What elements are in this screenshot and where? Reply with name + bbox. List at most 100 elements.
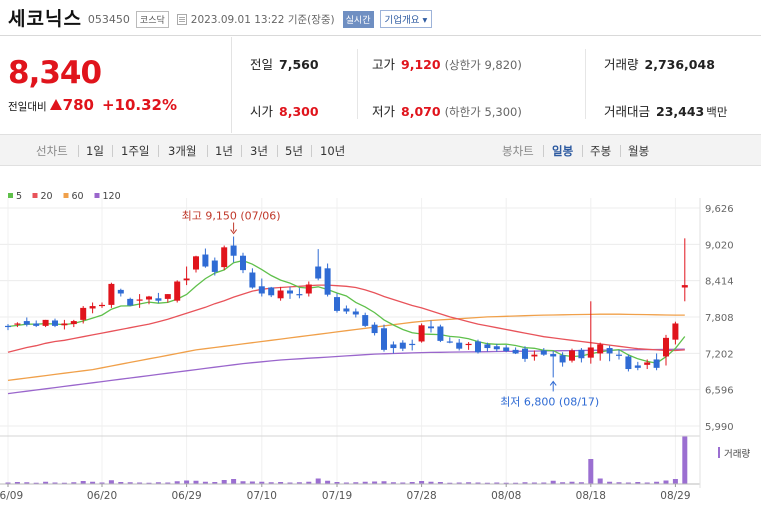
candle-body: [334, 297, 340, 311]
tab-candle-chart[interactable]: 봉차트: [502, 144, 534, 158]
tab-candle-monthly[interactable]: 월봉: [628, 144, 650, 158]
tab-period-3y[interactable]: 3년: [250, 144, 268, 158]
y-tick-label: 9,626: [705, 204, 734, 215]
x-tick-label: 06/29: [171, 490, 201, 502]
volume-bar: [212, 482, 218, 484]
tab-period-1d[interactable]: 1일: [86, 144, 104, 158]
chart-axes: 9,626 9,020 8,414 7,808 7,202 6,596 5,990 거래량 06…: [0, 198, 750, 502]
company-info-dropdown[interactable]: 기업개요 ▾: [379, 10, 433, 28]
candle-body: [634, 365, 641, 368]
candle-body: [456, 342, 463, 349]
realtime-button[interactable]: 실시간: [342, 10, 374, 28]
candle-body: [296, 294, 303, 296]
candle-body: [146, 296, 152, 300]
chart-tab-bar: 선차트 1일 1주일 3개월 1년 3년 5년 10년 봉차트 일봉 주봉 월봉: [0, 134, 761, 166]
tab-candle-daily[interactable]: 일봉: [552, 144, 574, 158]
candle-body: [663, 337, 669, 357]
candle-body: [550, 354, 557, 357]
tab-period-5y[interactable]: 5년: [285, 144, 303, 158]
tab-line-chart[interactable]: 선차트: [36, 144, 68, 158]
tab-candle-weekly[interactable]: 주봉: [590, 144, 612, 158]
candle-body: [211, 260, 218, 272]
candle-body: [531, 354, 538, 357]
up-triangle-icon: [49, 99, 62, 110]
change-value: 780: [62, 96, 94, 114]
volume-bar: [287, 482, 293, 484]
volume-bar: [607, 481, 613, 484]
stat-volume: 거래량 2,736,048: [604, 54, 715, 73]
candle-body: [70, 321, 77, 325]
candle-body: [268, 287, 275, 296]
volume-bar: [165, 482, 171, 484]
volume-bar: [259, 481, 265, 484]
candle-body: [465, 343, 472, 346]
candle-body: [428, 326, 434, 329]
candle-body: [512, 349, 519, 354]
stat-amount: 거래대금 23,443 백만: [604, 101, 727, 120]
volume-bar: [108, 480, 114, 484]
volume-bar: [296, 482, 302, 484]
candle-body: [117, 289, 124, 294]
stat-unit: 백만: [706, 105, 728, 119]
company-info-label: 기업개요: [384, 15, 420, 26]
volume-bar: [306, 481, 312, 484]
market-badge: 코스닥: [135, 10, 169, 28]
volume-bar: [475, 482, 481, 484]
stock-name: 세코닉스: [8, 8, 82, 30]
stat-sub: (하한가 5,300): [444, 105, 522, 119]
stock-stats: 전일 7,560 시가 8,300 고가 9,120 (상한가 9,820) 저…: [233, 37, 761, 133]
volume-bar: [447, 482, 453, 484]
low-annotation: 최저 6,800 (08/17): [500, 395, 599, 408]
candle-body: [249, 272, 256, 288]
volume-bar: [494, 482, 500, 484]
tab-period-1y[interactable]: 1년: [215, 144, 233, 158]
stat-label: 고가: [372, 57, 396, 72]
current-price: 8,340: [8, 55, 102, 91]
volume-legend-swatch: [718, 447, 720, 458]
candle-body: [202, 254, 209, 267]
candle-body: [183, 278, 190, 281]
candle-body: [33, 323, 40, 326]
tab-period-1w[interactable]: 1주일: [121, 144, 150, 158]
volume-bar: [202, 481, 208, 484]
volume-bar: [5, 482, 11, 484]
volume-bar: [466, 482, 472, 484]
chart-grid: [0, 198, 700, 484]
volume-bar: [560, 482, 566, 484]
candle-body: [315, 266, 322, 279]
volume-bar: [325, 480, 331, 484]
tab-divider: [207, 145, 208, 157]
candle-body: [381, 328, 387, 350]
volume-bar: [372, 481, 378, 484]
volume-bar: [522, 482, 528, 484]
volume-legend-label: 거래량: [724, 448, 750, 460]
y-tick-label: 6,596: [705, 386, 734, 397]
candle-body: [569, 350, 575, 361]
candle-body: [597, 344, 604, 354]
candle-body: [644, 362, 651, 365]
candle-body: [230, 245, 237, 256]
high-annotation: 최고 9,150 (07/06): [182, 210, 281, 223]
tab-period-10y[interactable]: 10년: [320, 144, 346, 158]
stat-value: 2,736,048: [644, 57, 715, 72]
candles: [5, 236, 688, 378]
tab-divider: [311, 145, 312, 157]
volume-bar: [682, 436, 688, 484]
candle-body: [399, 342, 406, 349]
tab-divider: [241, 145, 242, 157]
candle-body: [352, 311, 359, 315]
candle-body: [99, 304, 105, 307]
candle-body: [14, 323, 21, 325]
high-arrow-head: [230, 229, 237, 235]
volume-bar: [231, 479, 237, 484]
candle-body: [418, 325, 425, 342]
volume-bar: [268, 482, 274, 484]
volume-bar: [90, 481, 96, 484]
tab-period-3m[interactable]: 3개월: [168, 144, 197, 158]
chevron-down-icon: ▾: [422, 15, 428, 26]
legend-swatch: [94, 193, 100, 198]
candle-body: [437, 326, 444, 341]
candle-body: [484, 344, 491, 349]
stat-high: 고가 9,120 (상한가 9,820): [372, 54, 522, 73]
tab-divider: [543, 145, 544, 157]
